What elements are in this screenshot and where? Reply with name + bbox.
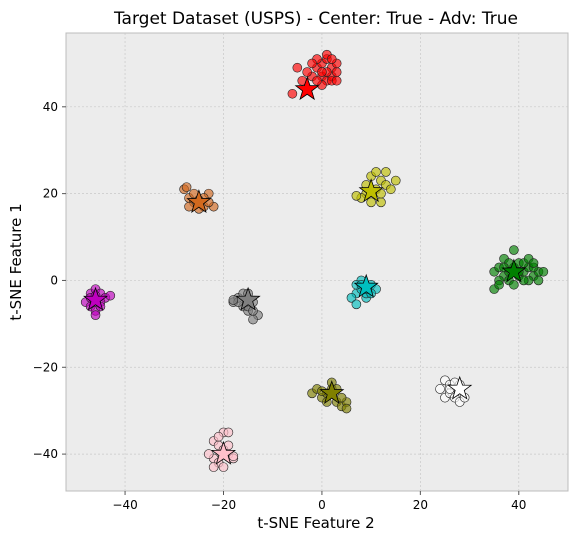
scatter-point [528, 258, 539, 268]
scatter-point [533, 275, 544, 286]
scatter-point [208, 462, 219, 472]
x-axis-label: t-SNE Feature 2 [257, 514, 374, 532]
scatter-point [287, 88, 298, 99]
scatter-point [292, 62, 303, 73]
scatter-point [331, 67, 342, 77]
cluster-center-star [501, 258, 527, 283]
scatter-point [302, 67, 312, 77]
scatter-point [366, 197, 376, 208]
scatter-point [494, 279, 504, 290]
cluster-center-star [358, 178, 384, 203]
axis-ticks: −40 −20 0 20 40 −40 −20 0 20 40 [33, 100, 527, 512]
y-tick-label: 40 [43, 100, 58, 114]
cluster-center-star [186, 189, 212, 214]
cluster-centers [82, 76, 527, 465]
scatter-point [326, 54, 337, 64]
scatter-point [181, 182, 192, 192]
scatter-point [351, 299, 362, 310]
scatter-point [90, 310, 101, 320]
cluster-center-star [447, 375, 473, 400]
scatter-point [248, 314, 258, 325]
cluster-center-star [319, 380, 345, 405]
scatter-point [371, 167, 381, 177]
scatter-point [351, 190, 362, 201]
scatter-point [381, 167, 391, 177]
y-axis-label: t-SNE Feature 1 [7, 203, 25, 320]
scatter-point [509, 279, 519, 290]
cluster-center-star [235, 286, 261, 311]
y-tick-label: −40 [33, 447, 58, 461]
x-tick-label: 0 [318, 498, 326, 512]
scatter-point [307, 58, 317, 69]
scatter-point [435, 384, 445, 394]
scatter-point [341, 403, 352, 414]
chart-title: Target Dataset (USPS) - Center: True - A… [113, 9, 518, 29]
scatter-point [390, 175, 401, 186]
scatter-point [228, 295, 239, 305]
cluster-center-star [353, 273, 379, 298]
cluster-center-star [82, 286, 109, 311]
x-tick-label: 20 [413, 498, 428, 512]
y-tick-label: −20 [33, 360, 58, 374]
scatter-point [105, 290, 116, 301]
scatter-point [538, 266, 549, 277]
x-tick-label: −40 [112, 498, 137, 512]
cluster-center-star [294, 76, 320, 101]
cluster-center-star [210, 440, 237, 465]
x-tick-label: 40 [511, 498, 526, 512]
plot-area [65, 32, 569, 492]
y-tick-label: 20 [43, 187, 58, 201]
scatter-point [218, 462, 229, 472]
scatter-point [386, 184, 396, 195]
scatter-point [223, 427, 234, 438]
scatter-point [509, 245, 519, 255]
x-tick-label: −20 [211, 498, 236, 512]
scatter-point [203, 449, 214, 459]
scatter-point [331, 75, 342, 86]
scatter-point [317, 67, 327, 77]
scatter-point [213, 431, 224, 442]
scatter-point [346, 293, 357, 303]
scatter-point [312, 75, 322, 86]
y-tick-label: 0 [50, 273, 58, 287]
